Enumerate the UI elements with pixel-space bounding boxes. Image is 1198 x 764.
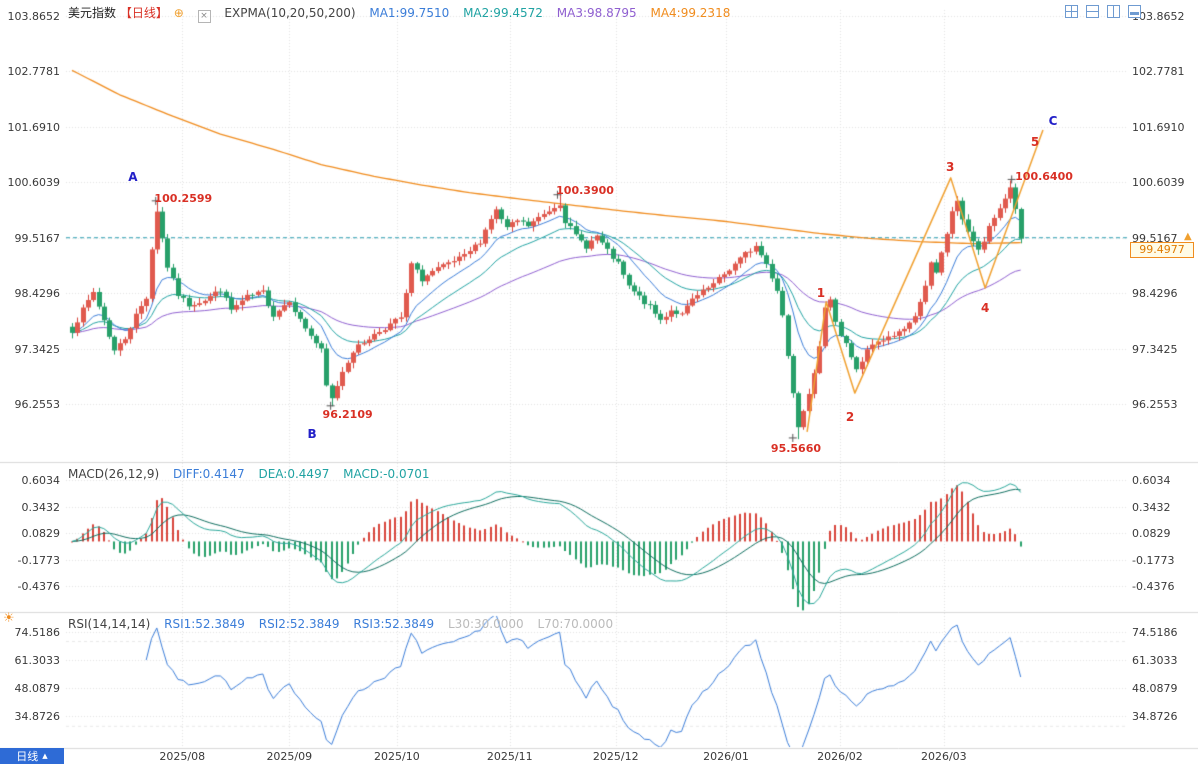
rsi2-value: RSI2:52.3849 (258, 617, 340, 631)
chevron-up-icon: ▲ (42, 752, 48, 760)
macd-indicator-name: MACD(26,12,9) (68, 467, 160, 481)
ma1-value: MA1:99.7510 (369, 6, 450, 20)
macd-diff-value: DIFF:0.4147 (172, 467, 245, 481)
layout-grid-icon[interactable] (1065, 5, 1078, 18)
ma2-value: MA2:99.4572 (463, 6, 543, 20)
rsi-indicator-name: RSI(14,14,14) (68, 617, 151, 631)
indicator-name: EXPMA(10,20,50,200) (224, 6, 356, 20)
layout-panel-icon[interactable] (1128, 5, 1142, 18)
add-indicator-icon[interactable]: ⊕ (173, 6, 184, 20)
layout-rows-icon[interactable] (1086, 5, 1100, 18)
ma4-value: MA4:99.2318 (650, 6, 731, 20)
macd-dea-value: DEA:0.4497 (258, 467, 330, 481)
macd-legend: MACD(26,12,9) DIFF:0.4147 DEA:0.4497 MAC… (68, 467, 440, 481)
main-chart-legend: 美元指数 【日线】 ⊕ × EXPMA(10,20,50,200) MA1:99… (68, 4, 740, 23)
chart-layout-toolbar (1062, 3, 1142, 22)
rsi1-value: RSI1:52.3849 (164, 617, 245, 631)
current-price-box: 99.4977 (1130, 241, 1194, 258)
layout-columns-icon[interactable] (1107, 5, 1121, 18)
rsi3-value: RSI3:52.3849 (353, 617, 435, 631)
indicator-settings-icon[interactable]: ☀ (3, 611, 15, 626)
period-tag[interactable]: 【日线】 (119, 6, 168, 20)
price-arrow-icon: ▲ (1184, 230, 1192, 242)
macd-macd-value: MACD:-0.0701 (343, 467, 430, 481)
rsi-l30-value: L30:30.0000 (448, 617, 524, 631)
period-button-label: 日线 (16, 750, 39, 763)
rsi-legend: RSI(14,14,14) RSI1:52.3849 RSI2:52.3849 … (68, 617, 623, 631)
ma3-value: MA3:98.8795 (556, 6, 637, 20)
symbol-name: 美元指数 (68, 6, 117, 20)
period-selector-button[interactable]: 日线 ▲ (0, 748, 64, 764)
remove-indicator-icon[interactable]: × (197, 10, 211, 23)
rsi-l70-value: L70:70.0000 (537, 617, 614, 631)
